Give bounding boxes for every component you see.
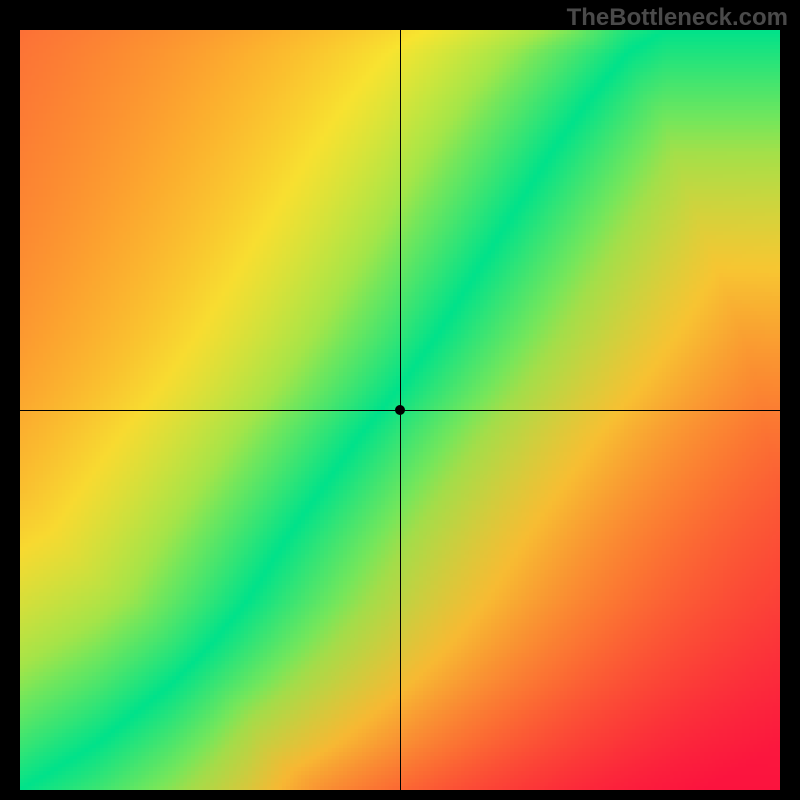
crosshair-marker <box>395 405 405 415</box>
watermark-text: TheBottleneck.com <box>567 4 788 32</box>
chart-container: TheBottleneck.com <box>0 0 800 800</box>
